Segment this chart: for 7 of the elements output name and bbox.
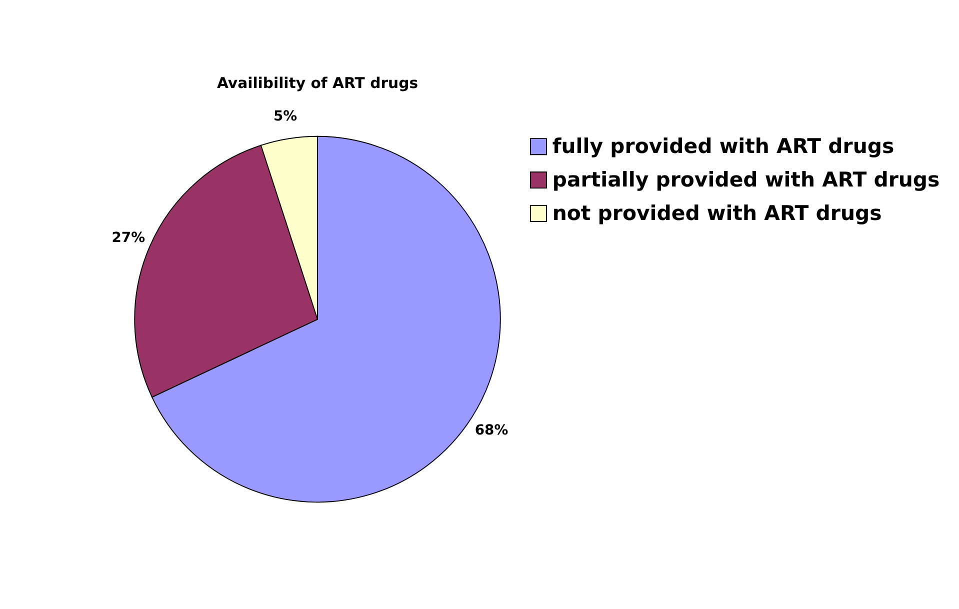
legend-label: partially provided with ART drugs [552, 168, 940, 192]
data-label: 27% [112, 230, 146, 246]
legend-label: fully provided with ART drugs [552, 134, 894, 158]
data-label: 5% [273, 108, 298, 124]
legend-label: not provided with ART drugs [552, 200, 882, 225]
chart-title: Availibility of ART drugs [216, 74, 418, 92]
data-label: 68% [474, 422, 508, 438]
